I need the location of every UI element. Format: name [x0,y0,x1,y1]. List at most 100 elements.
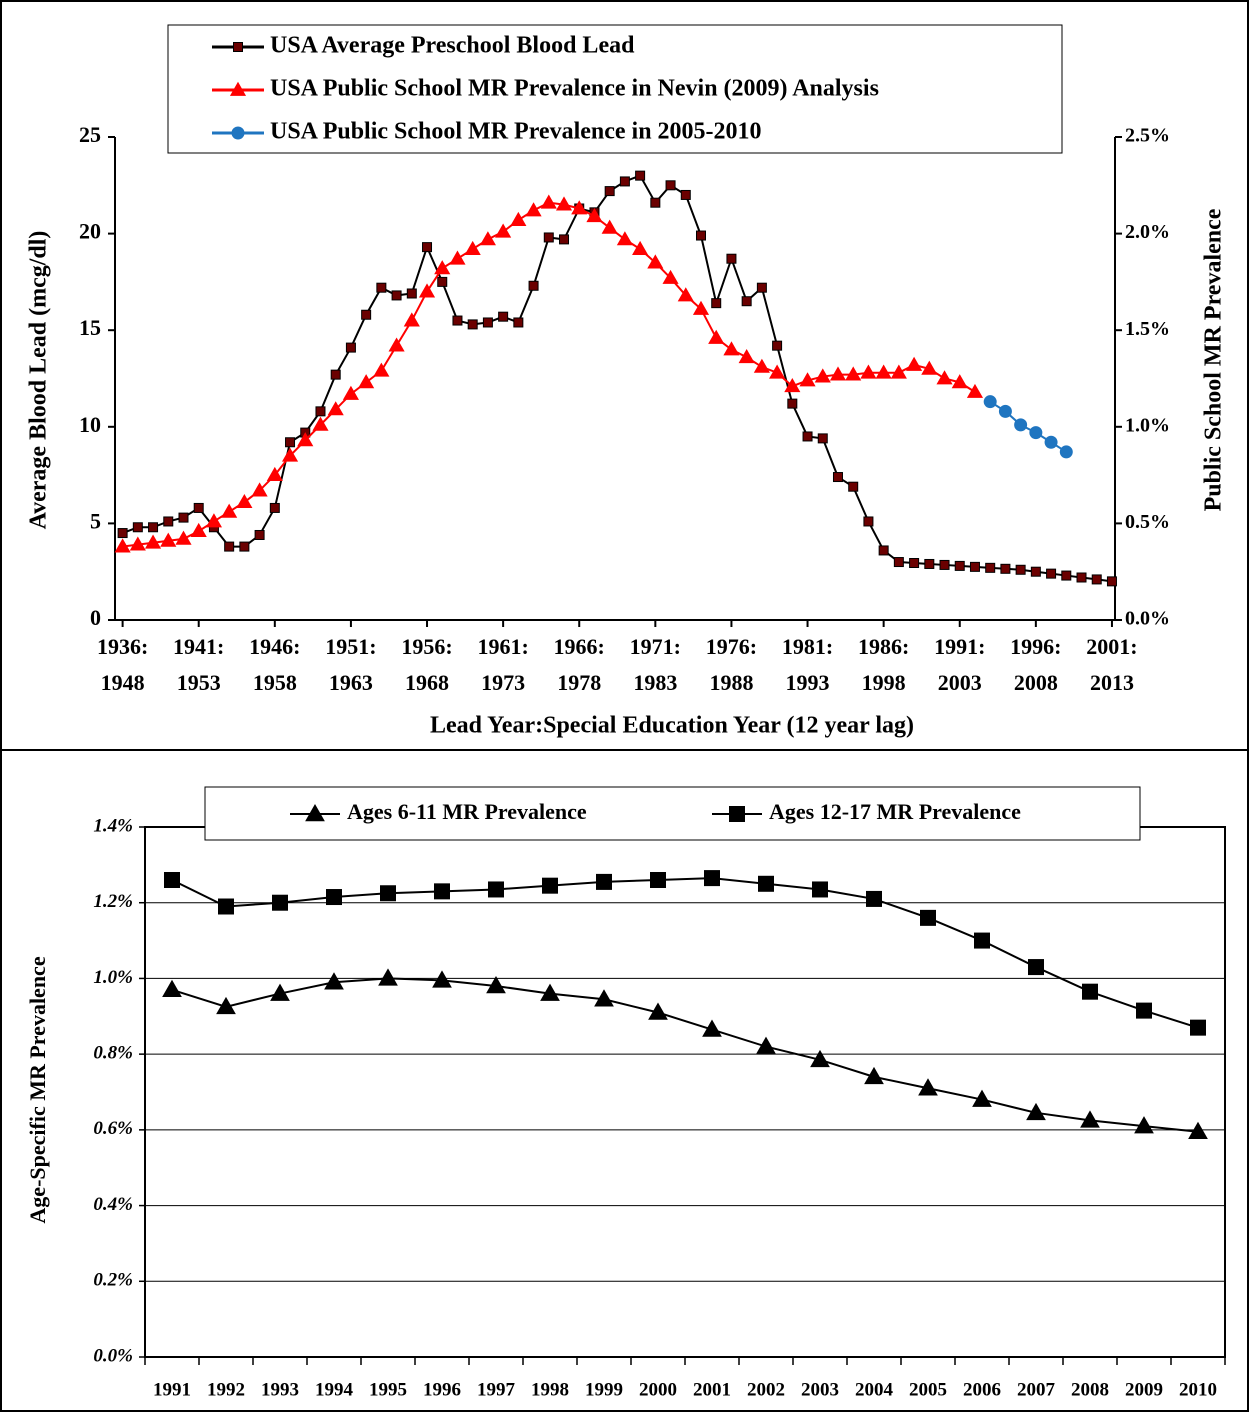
x-tick-label: 1981: 1993 [781,634,834,695]
x-tick-label: 2002 [747,1379,785,1400]
data-point [218,898,234,915]
data-point [482,317,493,328]
legend-marker [233,42,243,52]
x-tick-label: 1997 [477,1379,516,1400]
data-point [939,559,950,570]
x-tick-label: 1976: 1988 [705,634,758,695]
data-point [437,276,448,287]
data-point [758,875,774,892]
data-point [495,223,512,238]
y2-tick-label: 0.0% [1125,608,1170,630]
data-point [163,516,174,527]
data-point [281,447,299,462]
y2-tick-label: 1.0% [1125,414,1170,436]
data-point [224,541,235,552]
data-point [388,337,405,352]
data-point [647,254,664,269]
data-point [205,513,222,528]
data-point [875,364,892,379]
legend-marker [729,806,745,822]
y-tick-label: 25 [79,122,101,147]
legend-label: Ages 6-11 MR Prevalence [347,799,587,824]
data-point [488,881,504,898]
data-point [1028,959,1044,976]
data-point [741,296,752,307]
data-point [543,232,554,243]
data-point [236,493,253,509]
data-point [1026,1102,1046,1121]
data-point [1091,574,1102,585]
x-tick-label: 1936: 1948 [96,634,149,695]
data-point [148,522,159,533]
data-point [726,253,737,264]
y-tick-label: 0.0% [93,1345,133,1366]
data-point [817,433,828,444]
data-point [540,194,557,209]
data-point [601,219,618,234]
data-point [924,558,935,569]
data-point [832,472,843,483]
data-point [190,522,207,538]
data-point [164,872,180,888]
data-point [1134,1116,1154,1134]
y-tick-label: 0.4% [93,1194,133,1215]
data-point [162,979,182,998]
y-tick-label: 20 [79,219,101,244]
data-point [1059,445,1073,459]
x-tick-label: 1941: 1953 [173,634,225,695]
data-point [432,970,452,988]
data-point [345,342,356,353]
data-point [479,231,496,246]
data-point [342,385,359,400]
y-tick-label: 0.6% [93,1118,133,1139]
data-point [650,872,666,888]
x-tick-label: 1991: 2003 [934,634,986,695]
data-point [845,366,862,381]
data-point [802,431,813,442]
data-point [378,968,398,986]
data-point [594,989,614,1007]
data-point [863,516,874,527]
data-point [1046,568,1057,579]
data-point [893,557,904,568]
data-point [784,378,801,393]
data-point [677,287,694,302]
y-tick-label: 1.0% [93,967,133,988]
y2-tick-label: 1.5% [1125,318,1170,340]
y-tick-label: 1.4% [93,815,133,836]
data-point [327,401,344,416]
data-point [604,186,615,197]
legend-marker [229,81,247,96]
data-point [985,562,996,573]
x-tick-label: 2008 [1071,1379,1109,1400]
data-point [866,890,882,907]
data-point [635,170,646,181]
data-point [814,368,831,383]
data-point [1136,1002,1152,1019]
data-point [542,877,558,894]
data-point [998,404,1012,418]
series-line [171,977,1199,1133]
y2-tick-label: 2.5% [1125,125,1170,147]
data-point [358,374,375,389]
data-point [525,202,542,217]
x-tick-label: 1991 [153,1379,191,1400]
data-point [648,1002,668,1020]
x-tick-label: 1993 [261,1379,299,1400]
data-point [711,298,722,309]
x-tick-label: 1996 [423,1379,461,1400]
data-point [1061,570,1072,581]
data-point [175,530,192,545]
x-tick-label: 2009 [1125,1379,1163,1400]
data-point [270,983,290,1001]
data-point [324,972,344,990]
x-tick-label: 2001: 2013 [1086,634,1138,695]
data-point [810,1049,830,1068]
data-point [969,561,980,572]
data-point [391,290,402,301]
data-point [528,280,539,291]
y-tick-label: 10 [79,412,101,437]
x-tick-label: 2003 [801,1379,839,1400]
data-point [586,208,603,223]
